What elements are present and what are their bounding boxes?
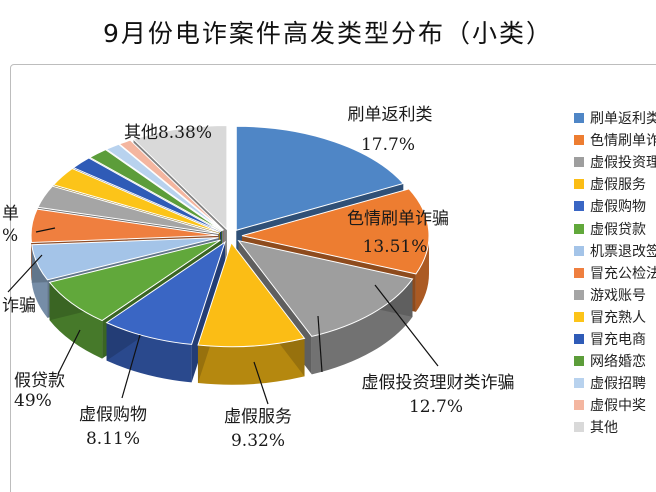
data-label-s4_pct: 8.11% [86,429,140,449]
legend-swatch [574,157,584,168]
legend-item-10: 冒充电商 [574,328,656,350]
data-label-s0_pct: 17.7% [361,135,415,155]
legend-label: 色情刷单诈骗 [590,133,656,150]
pie-slice-top [105,143,224,231]
pie-slice-top [197,241,306,348]
pie-slice-top [30,208,219,244]
pie-slice-side [197,338,305,385]
legend-swatch [574,267,584,278]
legend-swatch [574,179,584,190]
legend-item-13: 虚假中奖 [574,394,656,416]
legend-swatch [574,289,584,300]
legend-swatch [574,333,584,344]
legend-swatch [574,422,584,433]
data-label-s3_pct: 9.32% [231,431,285,451]
legend-label: 刷单返利类 [590,111,656,128]
data-label-s2_pct: 12.7% [409,397,463,417]
chart-legend: 刷单返利类色情刷单诈骗虚假投资理财类诈骗虚假服务虚假购物虚假贷款机票退改签冒充公… [574,107,656,447]
legend-swatch [574,223,584,234]
legend-item-12: 虚假招聘 [574,372,656,394]
legend-label: 冒充公检法 [590,265,656,282]
data-label-s1_name: 色情刷单诈骗 [347,209,449,229]
pie-slice-top [105,240,226,345]
legend-item-7: 冒充公检法 [574,262,656,284]
pie-slice-top [118,139,225,231]
leader-line-6 [253,361,269,405]
legend-item-4: 虚假购物 [574,195,656,217]
pie-slice-top [241,188,430,275]
pie-slice-side [311,278,413,375]
legend-item-8: 游戏账号 [574,284,656,306]
leader-line-4 [7,254,43,293]
leader-line-3 [57,329,81,375]
legend-item-3: 虚假服务 [574,173,656,195]
pie-slice-top [132,125,228,231]
legend-swatch [574,245,584,256]
pie-slice-4 [105,240,226,383]
legend-item-5: 虚假贷款 [574,217,656,239]
legend-label: 虚假服务 [590,177,646,194]
pie-slice-top [48,239,221,322]
legend-label: 其他 [590,420,618,437]
pie-slice-top [88,149,223,232]
legend-item-0: 刷单返利类 [574,107,656,129]
legend-label: 冒充电商 [590,331,646,348]
chart-title: 9月份电诈案件高发类型分布（小类） [103,19,553,48]
data-label-other: 其他8.38% [124,123,212,143]
pie-slice-top [72,157,222,233]
legend-swatch [574,311,584,322]
legend-item-2: 虚假投资理财类诈骗 [574,151,656,173]
legend-item-6: 机票退改签 [574,240,656,262]
pie-slice-top [235,125,405,231]
pie-slice-top [52,167,221,233]
legend-swatch [574,201,584,212]
pie-slice-top [31,237,219,281]
legend-label: 虚假中奖 [590,398,646,415]
plot-area-border [10,64,656,492]
legend-item-11: 网络婚恋 [574,350,656,372]
legend-item-1: 色情刷单诈骗 [574,129,656,151]
legend-label: 机票退改签 [590,243,656,260]
leader-line-0 [317,315,323,373]
data-label-s5_pct: 49% [14,391,52,411]
legend-label: 虚假贷款 [590,221,646,238]
data-label-s2_name: 虚假投资理财类诈骗 [362,373,515,393]
pie-slice-side [415,235,429,312]
legend-label: 虚假购物 [590,199,646,216]
pie-slice-top [37,185,219,235]
legend-label: 虚假投资理财类诈骗 [590,155,656,172]
data-label-s6_name: 诈骗 [2,296,36,316]
data-label-s7_name: 单 [2,204,19,224]
legend-swatch [574,113,584,124]
data-label-s0_name: 刷单返利类 [348,105,433,125]
legend-swatch [574,400,584,411]
legend-swatch [574,135,584,146]
legend-item-14: 其他 [574,416,656,438]
legend-label: 游戏账号 [590,287,646,304]
legend-swatch [574,356,584,367]
data-label-s1_pct: 13.51% [363,237,428,257]
leader-line-1 [374,284,439,367]
legend-label: 网络婚恋 [590,354,646,371]
pie-slice-3 [197,241,306,385]
leader-line-2 [121,334,141,399]
legend-label: 虚假招聘 [590,376,646,393]
legend-label: 冒充熟人 [590,309,646,326]
legend-item-9: 冒充熟人 [574,306,656,328]
data-label-s5_name: 假贷款 [14,371,65,391]
data-label-s4_name: 虚假购物 [79,405,147,425]
leader-line-5 [35,227,56,233]
legend-swatch [574,378,584,389]
pie-slice-top [237,239,414,337]
data-label-s3_name: 虚假服务 [224,407,292,427]
data-label-s7_pct: % [2,226,18,246]
